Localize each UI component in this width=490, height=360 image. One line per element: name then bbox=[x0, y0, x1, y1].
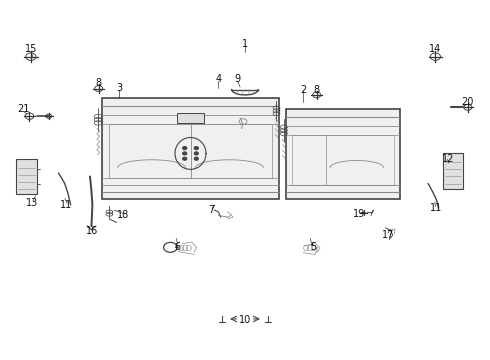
Bar bbox=[292, 135, 394, 185]
Text: 13: 13 bbox=[25, 198, 38, 208]
Bar bbox=[109, 124, 271, 177]
Text: 19: 19 bbox=[353, 209, 365, 219]
Text: 5: 5 bbox=[310, 242, 316, 252]
Text: 8: 8 bbox=[96, 77, 102, 87]
Text: 3: 3 bbox=[116, 83, 122, 93]
Bar bbox=[177, 113, 204, 123]
Bar bbox=[102, 99, 279, 199]
Circle shape bbox=[195, 152, 198, 155]
Text: 6: 6 bbox=[174, 242, 180, 252]
Circle shape bbox=[183, 152, 187, 155]
Text: 21: 21 bbox=[17, 104, 29, 114]
Text: 9: 9 bbox=[235, 74, 241, 84]
Bar bbox=[286, 109, 400, 199]
Text: 12: 12 bbox=[442, 154, 455, 164]
Circle shape bbox=[195, 147, 198, 149]
Text: 10: 10 bbox=[239, 315, 251, 325]
Text: 14: 14 bbox=[429, 44, 441, 54]
Text: 7: 7 bbox=[208, 205, 214, 215]
Text: 1: 1 bbox=[242, 39, 248, 49]
Bar bbox=[442, 153, 463, 189]
Text: 18: 18 bbox=[117, 211, 129, 220]
Text: 17: 17 bbox=[382, 230, 394, 240]
Circle shape bbox=[195, 157, 198, 160]
Text: 15: 15 bbox=[24, 44, 37, 54]
Text: 11: 11 bbox=[430, 203, 442, 213]
Circle shape bbox=[183, 147, 187, 149]
Circle shape bbox=[183, 157, 187, 160]
Text: 16: 16 bbox=[86, 226, 98, 237]
Text: 20: 20 bbox=[462, 97, 474, 107]
Text: 4: 4 bbox=[215, 74, 221, 84]
Bar bbox=[16, 159, 37, 194]
Text: 8: 8 bbox=[314, 85, 320, 95]
Text: 11: 11 bbox=[60, 200, 72, 210]
Text: 2: 2 bbox=[300, 85, 306, 95]
